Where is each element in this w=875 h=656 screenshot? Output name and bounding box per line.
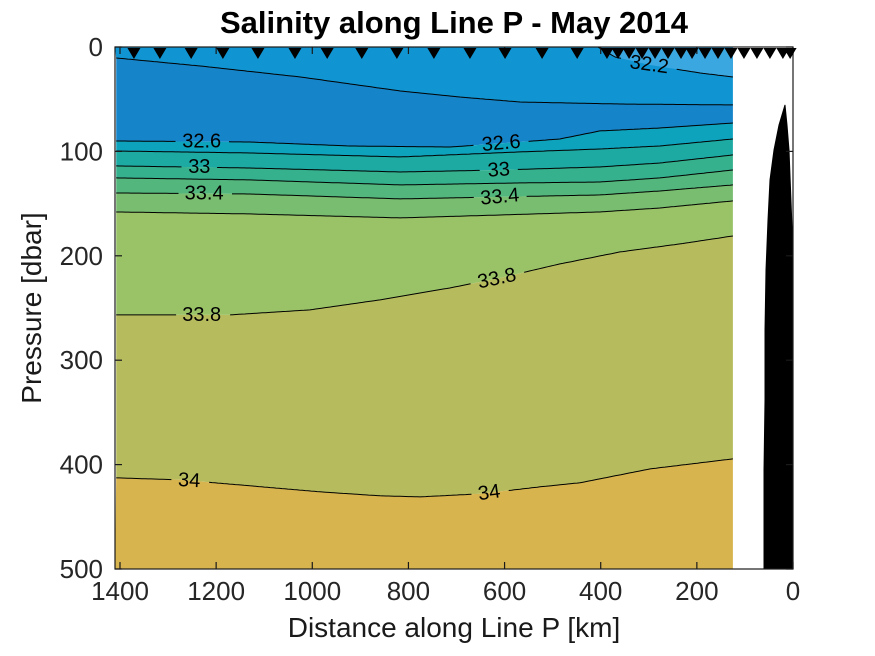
station-marker: [724, 48, 738, 59]
station-marker: [216, 48, 230, 59]
contour-label-34: 34: [178, 469, 201, 492]
contour-line-34: [116, 477, 172, 481]
station-marker: [737, 48, 751, 59]
x-tick-label: 1000: [283, 576, 341, 606]
bathymetry-silhouette: [763, 104, 793, 570]
station-marker: [674, 48, 688, 59]
contour-line-34: [508, 458, 733, 491]
x-tick-label: 400: [579, 576, 622, 606]
station-marker: [127, 48, 141, 59]
station-marker: [685, 48, 699, 59]
station-marker: [661, 48, 675, 59]
plot-title: Salinity along Line P - May 2014: [219, 5, 689, 40]
band-33.8-34: [116, 236, 733, 497]
y-tick-label: 100: [60, 136, 103, 166]
station-marker: [427, 48, 441, 59]
station-marker: [570, 48, 584, 59]
x-tick-label: 800: [387, 576, 430, 606]
station-marker: [498, 48, 512, 59]
station-marker: [622, 48, 636, 59]
contour-label-34: 34: [477, 480, 502, 505]
x-tick-label: 600: [483, 576, 526, 606]
band-33.6-33.8: [116, 200, 733, 315]
contour-label-32.2: 32.2: [628, 51, 670, 78]
contour-line-32.8: [116, 138, 733, 158]
contour-line-33.4: [526, 184, 733, 197]
contour-line-33.4: [232, 193, 474, 200]
band-32.6-32.8: [116, 123, 733, 157]
station-marker: [153, 48, 167, 59]
station-marker: [390, 48, 404, 59]
station-marker: [355, 48, 369, 59]
contour-label-33.4: 33.4: [479, 184, 520, 209]
y-tick-label: 500: [60, 554, 103, 584]
band-33.2-33.4: [116, 170, 733, 199]
contour-line-32.6: [528, 122, 733, 142]
x-axis-label: Distance along Line P [km]: [287, 612, 621, 643]
contour-line-34: [209, 481, 472, 498]
band-33.4-33.6: [116, 184, 733, 218]
station-marker: [535, 48, 549, 59]
contour-line-33.6: [116, 200, 733, 219]
band-33-33.2: [116, 154, 733, 185]
y-tick-label: 300: [60, 345, 103, 375]
contour-label-33.4: 33.4: [185, 183, 224, 205]
station-marker: [184, 48, 198, 59]
station-marker: [463, 48, 477, 59]
contour-line-32.4: [116, 57, 733, 106]
y-tick-label: 200: [60, 241, 103, 271]
contour-label-33: 33: [188, 156, 210, 178]
band-above-34: [115, 458, 733, 569]
station-marker: [763, 48, 777, 59]
station-marker: [600, 48, 614, 59]
station-marker: [611, 48, 625, 59]
x-tick-label: 1400: [91, 576, 149, 606]
y-tick-label: 400: [60, 450, 103, 480]
contour-line-33.8: [523, 235, 733, 273]
station-marker: [698, 48, 712, 59]
contour-label-33.8: 33.8: [182, 304, 221, 326]
band-32.2-32.4: [115, 47, 733, 105]
contour-line-33: [116, 165, 182, 168]
band-32.4-32.6: [116, 58, 733, 147]
contour-line-33.8: [230, 283, 471, 316]
x-tick-label: 200: [675, 576, 718, 606]
contour-line-33: [217, 167, 480, 173]
contour-line-33: [517, 154, 733, 170]
contour-line-33.2: [116, 169, 733, 186]
contour-label-33: 33: [487, 158, 511, 181]
y-tick-label: 0: [89, 32, 103, 62]
station-marker: [288, 48, 302, 59]
band-32.8-33: [116, 139, 733, 172]
x-tick-label: 0: [786, 576, 800, 606]
contour-label-32.6: 32.6: [182, 131, 221, 153]
station-marker: [648, 48, 662, 59]
station-marker: [750, 48, 764, 59]
x-tick-label: 1200: [187, 576, 245, 606]
station-marker: [251, 48, 265, 59]
station-marker: [320, 48, 334, 59]
axes-box: [114, 46, 794, 570]
station-marker: [783, 48, 797, 59]
station-marker: [635, 48, 649, 59]
contour-line-32.6: [228, 141, 474, 148]
station-marker: [711, 48, 725, 59]
contour-line-32.2: [676, 68, 733, 78]
